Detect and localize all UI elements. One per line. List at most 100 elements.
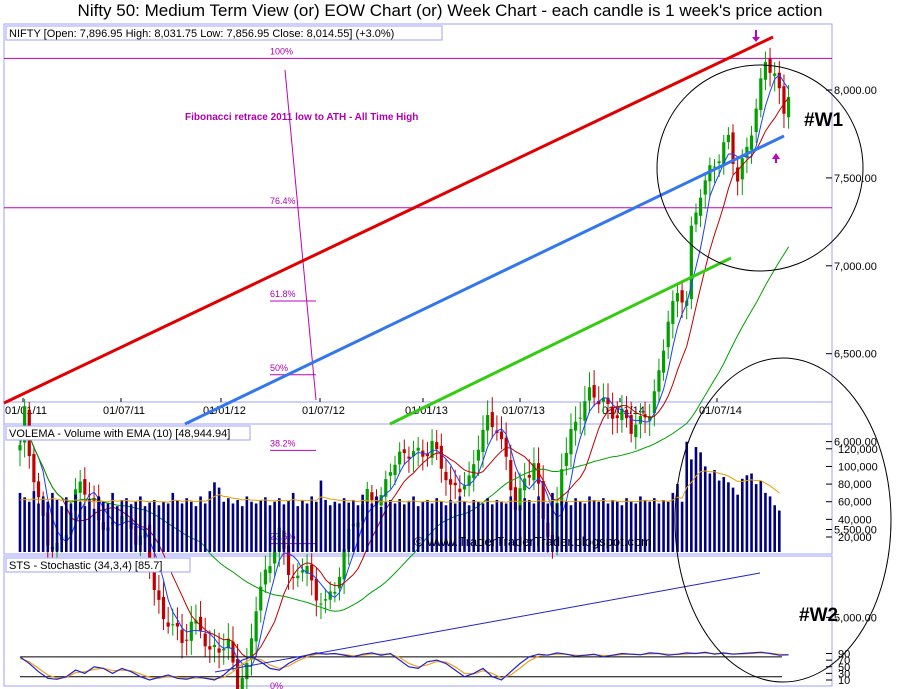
volume-bar	[490, 504, 494, 552]
volume-bar	[305, 503, 309, 552]
candle-body	[527, 475, 531, 478]
stochastic-tick-label: 50	[838, 662, 850, 674]
stochastic-trend-line	[214, 572, 761, 673]
volume-tick-label: 60,000	[838, 497, 872, 509]
volume-bar	[713, 469, 716, 552]
candle-body	[310, 564, 314, 581]
fibonacci-level-label: 38.2%	[270, 438, 296, 448]
moving-average-long-line	[19, 246, 790, 612]
candle-body	[83, 479, 87, 495]
stochastic-tick-label: 90	[838, 649, 850, 661]
date-tick-label: 01/07/14	[699, 405, 742, 417]
candle-body	[425, 453, 430, 457]
volume-bar	[199, 496, 202, 552]
volume-bar	[449, 499, 452, 552]
candle-body	[226, 638, 230, 649]
volume-bar	[259, 499, 263, 552]
candle-body	[740, 158, 744, 180]
candle-body	[481, 429, 485, 452]
candle-body	[245, 663, 249, 680]
volume-bar	[190, 501, 193, 552]
candle-body	[754, 108, 758, 133]
candle-body	[198, 616, 203, 631]
stochastic-panel-frame	[3, 555, 833, 687]
volume-bar	[65, 497, 68, 552]
volume-bar	[731, 487, 735, 552]
candle-body	[722, 142, 726, 165]
volume-bar	[143, 506, 147, 552]
volume-bar	[139, 496, 142, 552]
blue-trend-line	[184, 134, 785, 426]
volume-bar	[176, 499, 179, 552]
candle-body	[291, 576, 295, 578]
fibonacci-level-label: 76.4%	[270, 196, 296, 206]
volume-bar	[384, 501, 388, 552]
volume-bar	[486, 498, 489, 552]
candle-body	[671, 301, 675, 324]
volume-bar	[430, 503, 434, 552]
stochastic-header: STS - Stochastic (34,3,4) [85.7]	[9, 560, 162, 572]
volume-bar	[745, 475, 749, 552]
volume-bar	[569, 505, 573, 552]
volume-bar	[402, 504, 406, 552]
candle-body	[601, 397, 605, 402]
candle-body	[240, 677, 244, 689]
candle-body	[541, 480, 545, 520]
candle-body	[597, 401, 601, 405]
candle-body	[157, 590, 161, 600]
candle-body	[300, 570, 305, 573]
volume-bar	[592, 499, 596, 552]
candle-body	[560, 469, 564, 506]
volume-bar	[634, 503, 638, 552]
volume-bar	[379, 507, 383, 552]
candle-body	[296, 575, 300, 579]
volume-bar	[222, 501, 226, 552]
stochastic-tick-label: 70	[838, 655, 850, 667]
candle-body	[365, 489, 369, 504]
candle-body	[78, 481, 82, 493]
candle-body	[675, 293, 680, 302]
candle-body	[759, 78, 763, 111]
volume-bar	[83, 506, 87, 552]
candle-body	[476, 449, 480, 461]
candle-body	[629, 415, 633, 434]
candle-body	[439, 445, 443, 469]
candle-body	[694, 212, 698, 225]
volume-bar	[120, 499, 124, 552]
volume-bar	[365, 501, 369, 552]
volume-bar	[639, 496, 642, 552]
candle-body	[638, 415, 643, 424]
candle-body	[462, 485, 467, 490]
w2-label: #W2	[799, 605, 838, 626]
candle-body	[208, 646, 212, 650]
volume-bar	[185, 498, 188, 552]
candle-body	[194, 620, 198, 624]
volume-bar	[227, 498, 230, 552]
volume-bar	[319, 480, 323, 552]
candle-body	[273, 551, 277, 564]
volume-bar	[560, 499, 564, 552]
candle-body	[18, 445, 22, 451]
candle-body	[634, 424, 638, 438]
volume-bar	[768, 496, 772, 552]
volume-bar	[708, 473, 712, 552]
volume-bar	[666, 501, 670, 552]
volume-bar	[245, 496, 249, 552]
moving-average-medium-line	[19, 97, 789, 658]
volume-tick-label: 120,000	[838, 444, 878, 456]
candle-body	[448, 479, 453, 485]
candle-body	[763, 62, 768, 80]
candle-body	[175, 623, 180, 627]
fibonacci-level-label: 0%	[270, 681, 283, 689]
volume-bar	[171, 492, 175, 552]
volume-bar	[97, 496, 101, 552]
volume-bar	[342, 498, 346, 552]
volume-bar	[565, 501, 568, 552]
volume-bar	[421, 501, 425, 552]
red-channel-line	[3, 35, 774, 405]
candle-body	[453, 482, 457, 486]
volume-bar	[472, 499, 476, 552]
volume-bar	[389, 499, 392, 552]
volume-bar	[328, 505, 332, 552]
